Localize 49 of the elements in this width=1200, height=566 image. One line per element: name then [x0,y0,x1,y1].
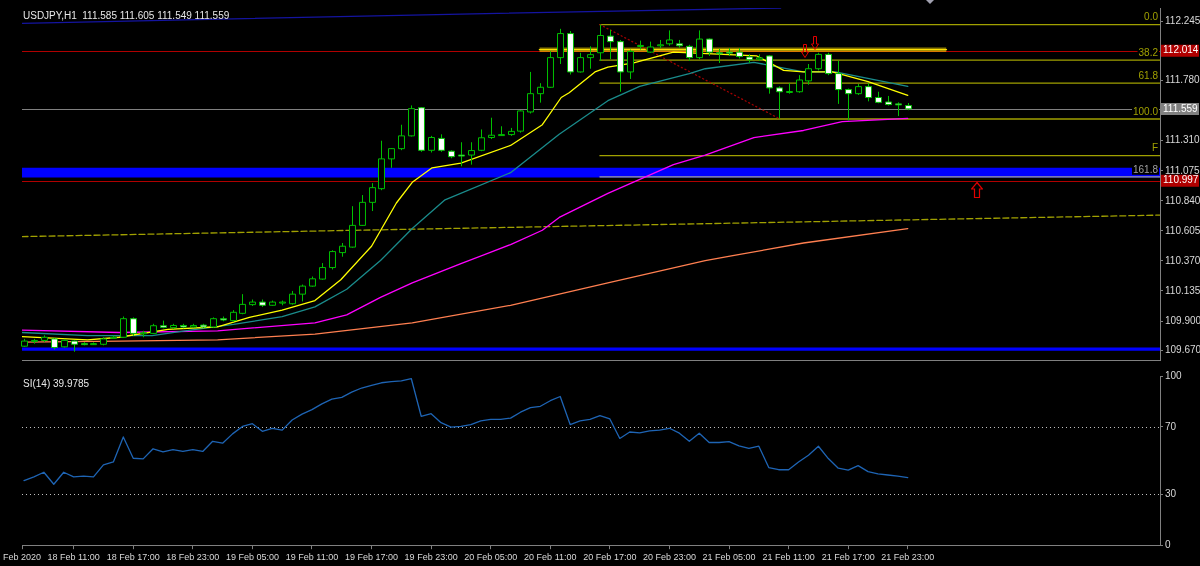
candlestick [468,141,475,166]
y-tick-label: 70 [1165,420,1177,432]
x-tick-label: 19 Feb 17:00 [345,552,399,563]
x-tick-label: 21 Feb 05:00 [702,552,756,563]
chart-title: USDJPY,H1 111.585 111.605 111.549 111.559 [23,9,230,21]
x-tick-label: Feb 2020 [3,552,42,563]
series-label: 161.8 [1132,163,1159,175]
candlestick [517,109,524,134]
x-tick-label: 19 Feb 23:00 [404,552,458,563]
x-tick-label: 21 Feb 23:00 [881,552,935,563]
x-tick-label: 20 Feb 11:00 [524,552,577,563]
chart-title: SI(14) 39.9785 [23,377,90,389]
x-tick-label: 20 Feb 23:00 [642,552,696,563]
x-tick-label: 21 Feb 11:00 [762,552,815,563]
candlestick [369,182,376,212]
y-tick-label: 110.370 [1165,254,1200,266]
x-tick-label: 18 Feb 17:00 [106,552,160,563]
y-tick-label: 30 [1165,488,1177,500]
ref-line-label: 112.014 [1163,44,1199,56]
y-tick-label: 111.075 [1165,164,1200,176]
y-tick-label: 0 [1165,538,1171,550]
series-label: F [1151,142,1158,154]
y-tick-label: 100 [1165,369,1183,381]
x-tick-label: 19 Feb 11:00 [285,552,339,563]
series-label: 0.0 [1144,11,1159,23]
y-tick-label: 109.670 [1165,344,1200,356]
ref-line-label: 110.997 [1163,174,1199,186]
x-tick-label: 21 Feb 17:00 [821,552,875,563]
y-tick-label: 109.900 [1165,314,1200,326]
series-label: 38.2 [1138,46,1159,58]
ref-line-label: 111.559 [1163,102,1199,114]
series-label: 100.0 [1132,105,1159,117]
candlestick [120,316,127,339]
y-tick-label: 110.605 [1165,224,1200,236]
x-tick-label: 20 Feb 17:00 [583,552,637,563]
candlestick [786,82,793,95]
x-tick-label: 19 Feb 05:00 [225,552,279,563]
y-tick-label: 110.840 [1165,194,1200,206]
candlestick [865,82,872,102]
candlestick [478,128,485,152]
series-label: 61.8 [1138,69,1159,81]
candlestick [130,316,137,337]
y-tick-label: 112.245 [1165,14,1200,26]
y-tick-label: 110.135 [1165,284,1200,296]
x-tick-label: 18 Feb 23:00 [166,552,220,563]
y-tick-label: 111.310 [1165,134,1200,146]
y-tick-label: 111.780 [1165,74,1200,86]
x-tick-label: 20 Feb 05:00 [464,552,518,563]
x-tick-label: 18 Feb 11:00 [47,552,100,563]
